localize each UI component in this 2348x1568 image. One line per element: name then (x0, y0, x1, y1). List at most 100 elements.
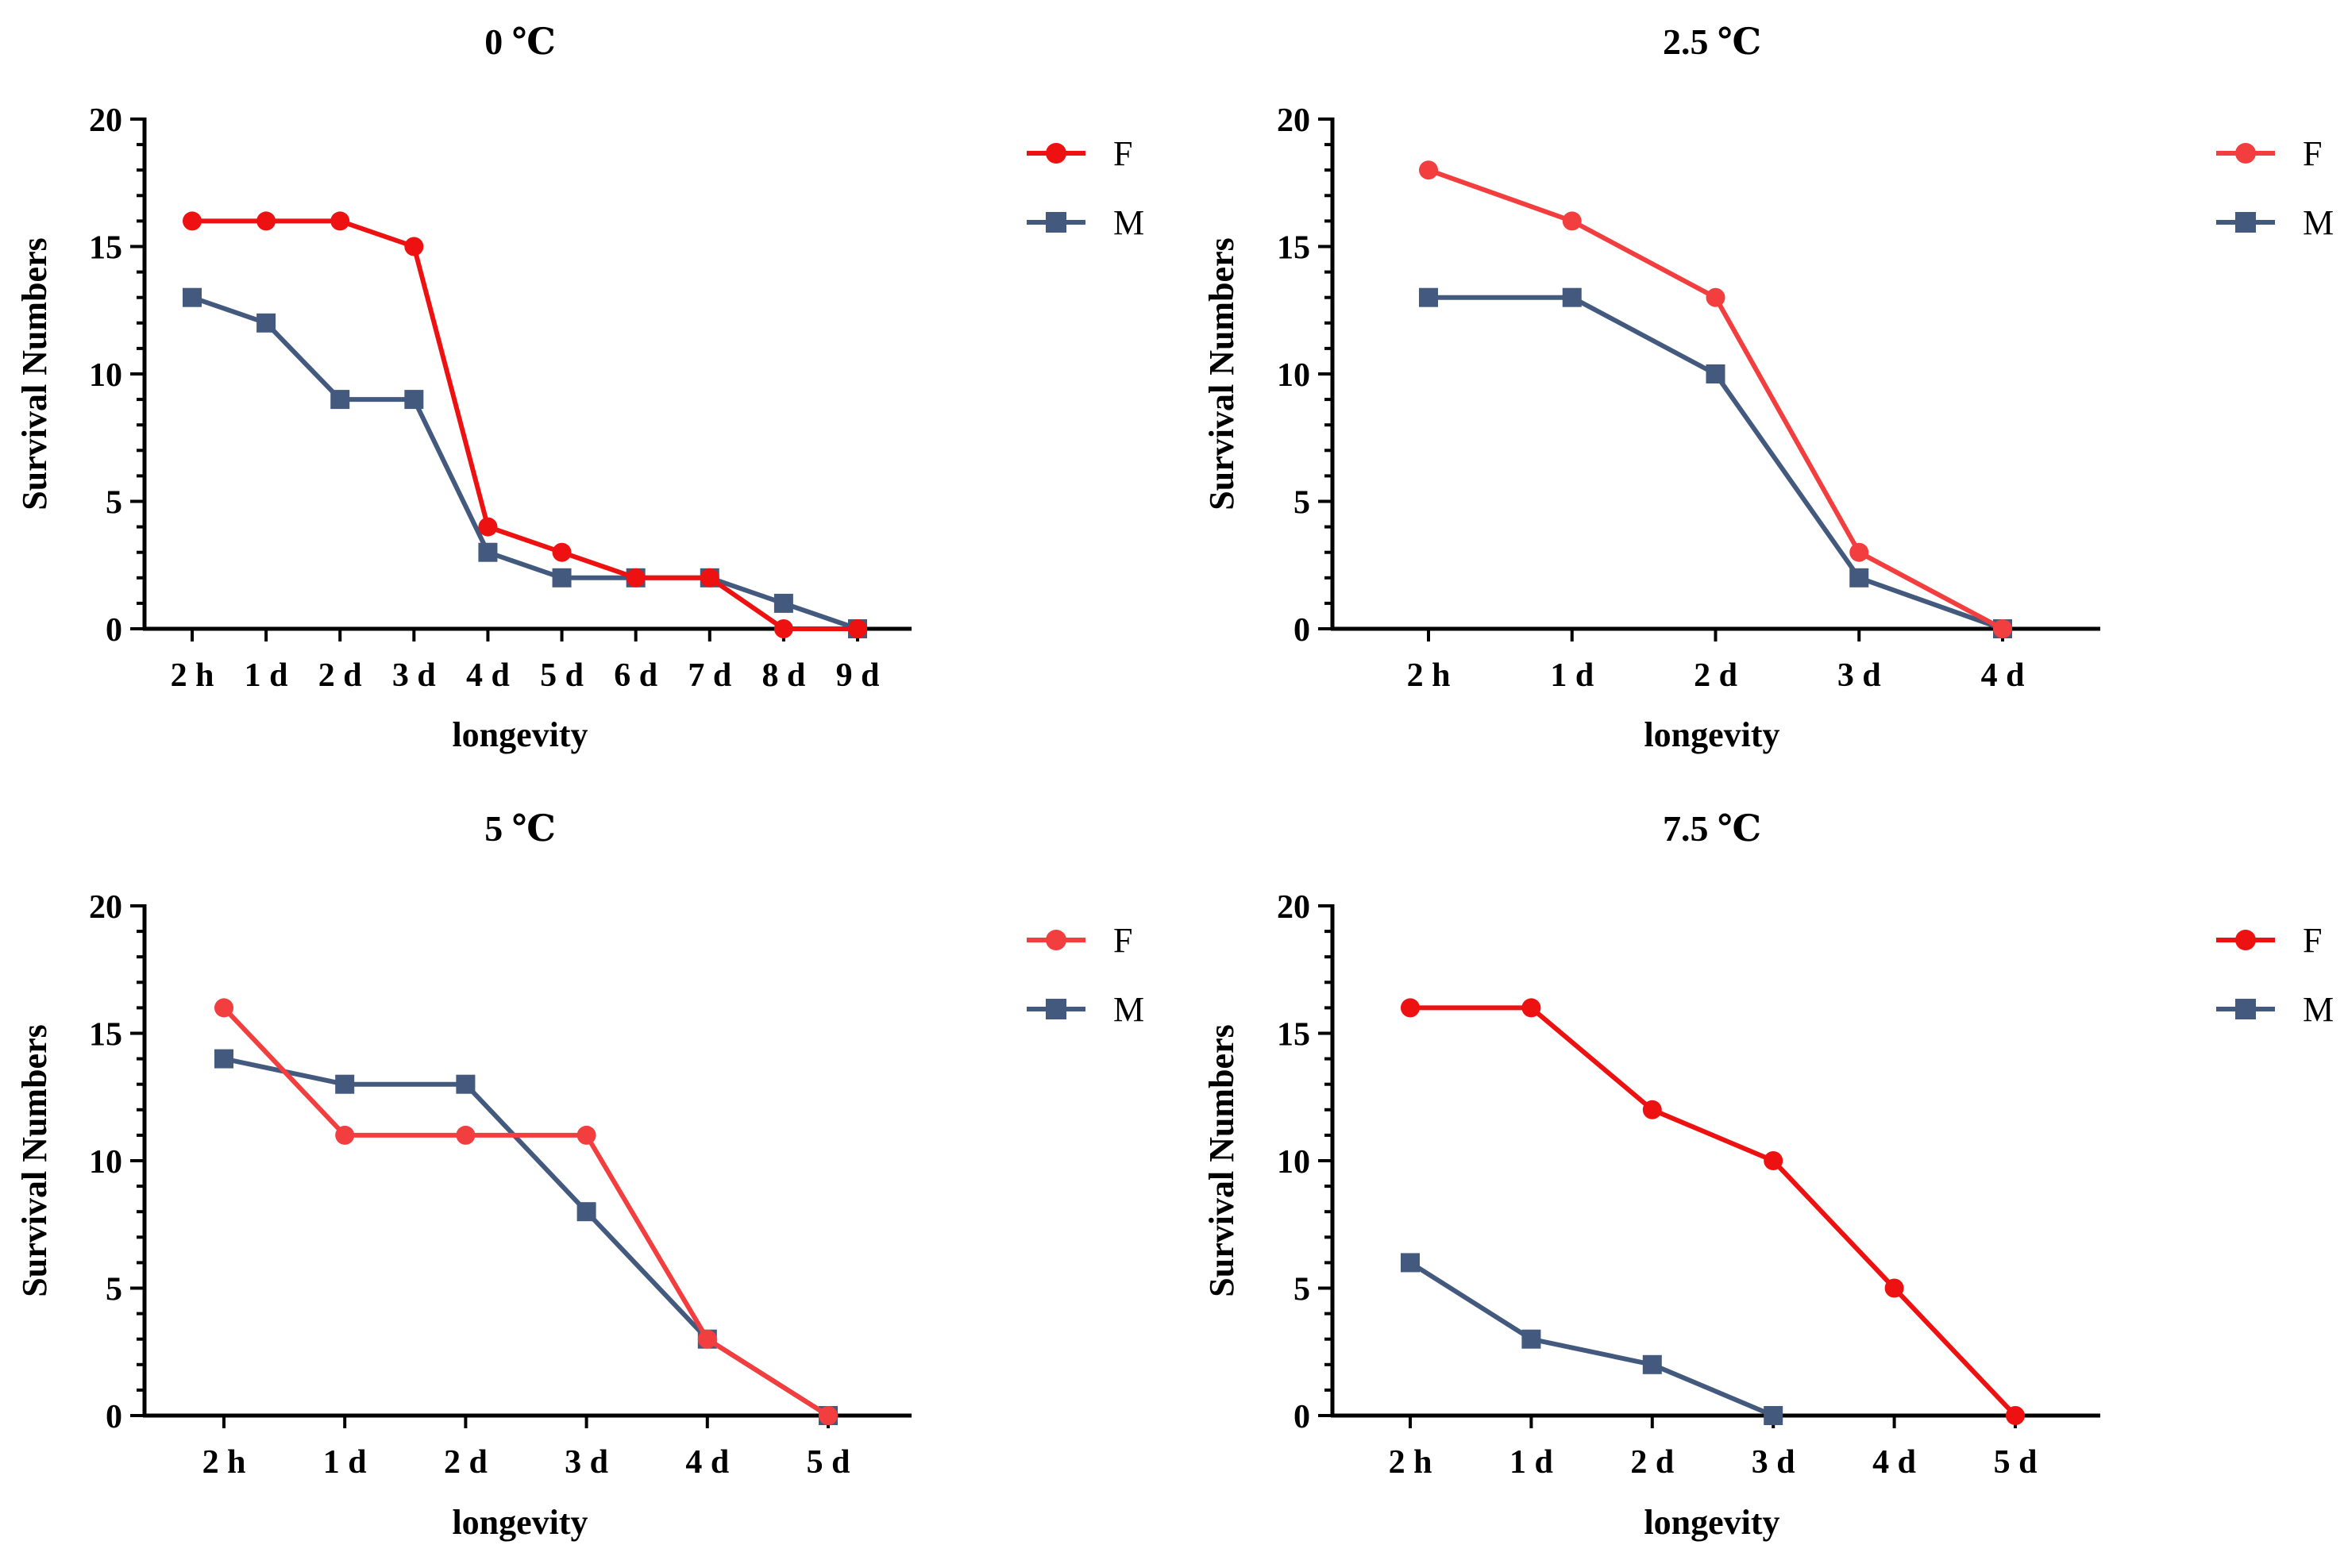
x-tick-label: 3 d (1752, 1444, 1795, 1481)
data-point-F (404, 237, 424, 256)
y-tick-label: 15 (89, 1017, 122, 1054)
x-tick-label: 3 d (392, 657, 436, 694)
y-tick-label: 0 (1294, 612, 1310, 649)
series-line-M (191, 295, 858, 631)
x-tick-label: 2 d (444, 1444, 488, 1481)
data-point-F (335, 1125, 355, 1145)
data-point-F (1706, 287, 1725, 307)
legend-marker-F (2235, 143, 2256, 164)
data-point-F (1521, 998, 1541, 1018)
legend-marker-F (1046, 143, 1066, 164)
y-tick-label: 10 (1277, 357, 1310, 394)
data-point-F (330, 211, 350, 231)
x-tick-label: 4 d (466, 657, 510, 694)
data-point-M (404, 390, 424, 410)
y-tick-label: 10 (89, 1144, 122, 1181)
data-point-F (773, 619, 793, 638)
y-tick-label: 10 (1277, 1144, 1310, 1181)
legend-label-M: M (1113, 990, 1144, 1029)
x-tick-label: 4 d (685, 1444, 729, 1481)
x-axis-label: longevity (452, 715, 588, 754)
y-tick-label: 0 (1294, 1399, 1310, 1435)
x-axis-label: longevity (452, 1503, 588, 1542)
x-tick-label: 2 h (1389, 1444, 1432, 1481)
data-point-F (183, 211, 202, 231)
data-point-F (697, 1329, 717, 1349)
x-tick-label: 8 d (761, 657, 805, 694)
y-tick-label: 10 (89, 357, 122, 394)
data-point-F (1993, 619, 2012, 638)
data-point-M (330, 390, 350, 410)
data-point-M (214, 1049, 233, 1069)
x-tick-label: 1 d (245, 657, 288, 694)
data-point-M (478, 542, 498, 562)
legend-label-F: F (2303, 921, 2322, 960)
data-point-M (1419, 287, 1438, 307)
data-point-F (2006, 1406, 2025, 1425)
y-axis-label: Survival Numbers (15, 1024, 54, 1296)
legend-label-M: M (2303, 990, 2334, 1029)
x-tick-label: 5 d (540, 657, 584, 694)
data-point-M (1706, 364, 1725, 383)
data-point-M (456, 1074, 476, 1094)
chart-title: 0 ℃ (484, 21, 556, 62)
data-point-F (456, 1125, 476, 1145)
x-tick-label: 2 d (318, 657, 362, 694)
y-tick-label: 5 (1294, 1272, 1310, 1308)
data-point-M (1764, 1406, 1783, 1425)
x-tick-label: 6 d (614, 657, 657, 694)
chart-panel-1: 2.5 ℃ 0 5 10 15 20 2 h 1 d 2 d 3 d 4 d longevity Sur… (1202, 21, 2334, 754)
x-axis-label: longevity (1644, 1503, 1779, 1542)
y-tick-label: 5 (106, 485, 122, 522)
data-point-M (576, 1202, 596, 1222)
data-point-M (256, 313, 276, 333)
x-tick-label: 3 d (565, 1444, 608, 1481)
y-tick-label: 15 (1277, 230, 1310, 267)
data-point-M (773, 593, 793, 613)
series-line-F (1410, 1005, 2018, 1418)
legend-label-M: M (2303, 203, 2334, 242)
chart-panel-3: 7.5 ℃ 0 5 10 15 20 2 h 1 d 2 d 3 d 4 d 5 d longevity… (1202, 808, 2334, 1542)
data-point-M (1401, 1253, 1420, 1273)
series-line-F (192, 218, 858, 631)
data-point-M (1849, 568, 1869, 588)
legend-label-M: M (1113, 203, 1144, 242)
legend-marker-F (1046, 930, 1066, 950)
legend-label-F: F (1113, 134, 1132, 173)
y-tick-label: 15 (89, 230, 122, 267)
data-point-M (335, 1074, 355, 1094)
y-axis-label: Survival Numbers (1202, 237, 1241, 510)
legend-marker-M (1046, 212, 1066, 233)
y-tick-label: 20 (89, 102, 122, 139)
data-point-F (700, 568, 719, 588)
chart-title: 7.5 ℃ (1663, 808, 1761, 849)
data-point-F (1764, 1151, 1783, 1170)
data-point-F (256, 211, 276, 231)
y-axis-label: Survival Numbers (15, 237, 54, 510)
chart-panel-2: 5 ℃ 0 5 10 15 20 2 h 1 d 2 d 3 d 4 d 5 d longevity Su… (15, 808, 1144, 1542)
data-point-M (1521, 1329, 1541, 1349)
data-point-F (626, 568, 646, 588)
data-point-F (576, 1125, 596, 1145)
x-tick-label: 3 d (1837, 657, 1881, 694)
x-tick-label: 5 d (1994, 1444, 2038, 1481)
data-point-F (1884, 1278, 1904, 1298)
legend-marker-M (2235, 212, 2256, 233)
x-tick-label: 1 d (1509, 1444, 1553, 1481)
data-point-F (1419, 160, 1438, 180)
series-line-M (1409, 1260, 1775, 1418)
data-point-F (478, 517, 498, 537)
x-tick-label: 7 d (688, 657, 731, 694)
legend-label-F: F (1113, 921, 1132, 960)
x-tick-label: 1 d (1550, 657, 1594, 694)
data-point-F (552, 542, 572, 562)
y-tick-label: 20 (89, 889, 122, 926)
chart-title: 5 ℃ (484, 808, 556, 849)
x-tick-label: 2 d (1694, 657, 1737, 694)
y-tick-label: 20 (1277, 102, 1310, 139)
data-point-F (214, 998, 233, 1018)
series-line-F (1427, 168, 2004, 631)
x-axis-label: longevity (1644, 715, 1779, 754)
data-point-F (1562, 211, 1582, 231)
